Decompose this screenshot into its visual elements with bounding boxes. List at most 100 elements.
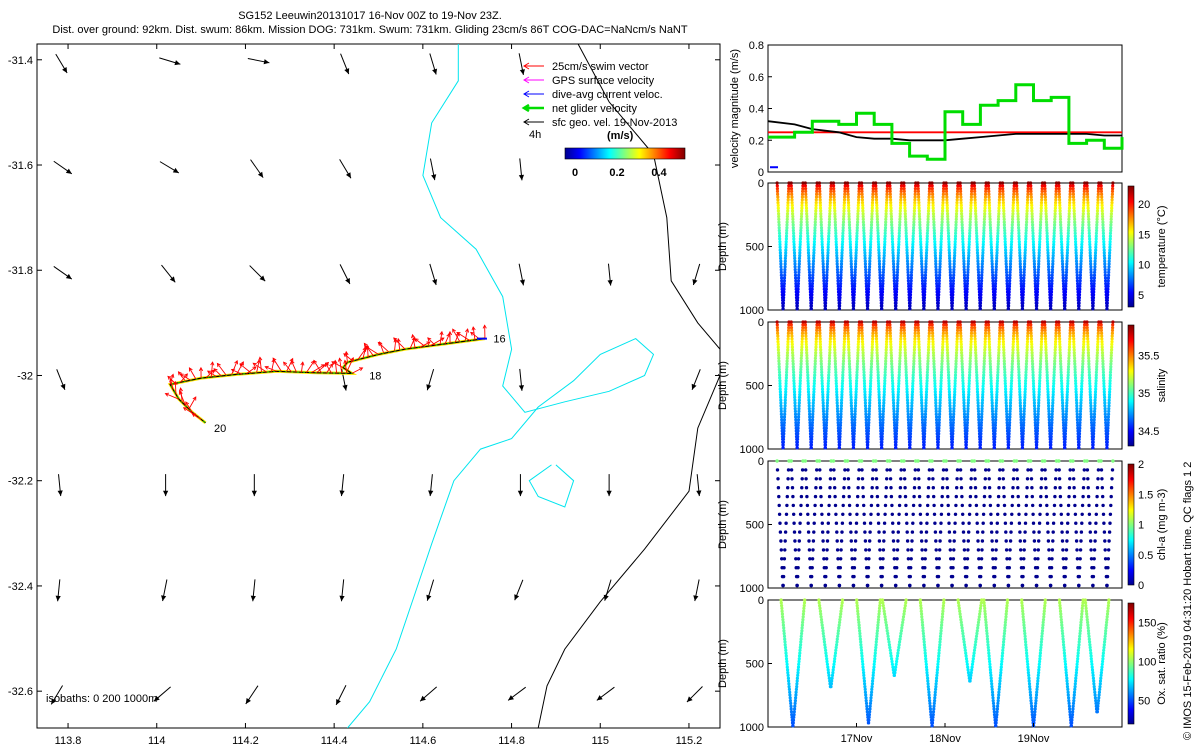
- profile-sample: [917, 337, 921, 341]
- profile-sample: [1063, 435, 1067, 439]
- profile-sample: [811, 418, 815, 422]
- profile-sample: [853, 409, 857, 413]
- profile-sample: [839, 404, 844, 408]
- profile-sample: [1095, 220, 1099, 224]
- profile-sample: [912, 362, 916, 366]
- profile-sample: [790, 486, 795, 490]
- profile-sample: [1036, 268, 1040, 272]
- profile-sample: [897, 226, 902, 230]
- profile-sample: [875, 348, 879, 352]
- profile-sample: [792, 251, 797, 255]
- profile-sample: [871, 181, 876, 185]
- profile-sample: [878, 415, 882, 419]
- profile-sample: [778, 521, 782, 525]
- profile-sample: [884, 209, 888, 213]
- profile-sample: [1051, 251, 1055, 255]
- profile-sample: [1022, 415, 1026, 419]
- profile-sample: [1022, 409, 1026, 413]
- profile-sample: [800, 351, 804, 355]
- profile-sample: [895, 566, 899, 570]
- profile-sample: [976, 256, 980, 260]
- profile-sample: [1050, 407, 1055, 411]
- profile-sample: [782, 566, 786, 570]
- profile-sample: [1103, 401, 1107, 405]
- profile-sample: [1061, 407, 1065, 411]
- geo-velocity-arrow: [339, 579, 345, 602]
- profile-sample: [1008, 270, 1012, 274]
- profile-sample: [839, 415, 843, 419]
- profile-sample: [809, 304, 814, 308]
- profile-sample: [898, 206, 903, 210]
- profile-sample: [978, 446, 982, 450]
- profile-sample: [965, 287, 969, 291]
- map-x-tick-label: 114.2: [232, 735, 259, 747]
- profile-sample: [1046, 395, 1050, 399]
- swim-vector-arrow: [464, 328, 470, 342]
- profile-sample: [945, 192, 949, 196]
- profile-sample: [796, 418, 801, 422]
- profile-sample: [908, 432, 913, 436]
- profile-sample: [855, 512, 859, 516]
- profile-sample: [842, 217, 846, 221]
- profile-sample: [796, 279, 801, 283]
- profile-sample: [1111, 326, 1115, 330]
- profile-sample: [968, 217, 972, 221]
- profile-sample: [1101, 362, 1105, 366]
- profile-sample: [902, 328, 906, 332]
- profile-sample: [871, 331, 875, 335]
- colorbar-tick-label: 1: [1138, 520, 1144, 532]
- profile-sample: [1079, 251, 1084, 255]
- profile-sample: [847, 209, 851, 213]
- profile-sample: [1016, 206, 1020, 210]
- profile-sample: [930, 184, 934, 188]
- profile-sample: [884, 353, 888, 358]
- profile-sample: [854, 242, 859, 247]
- profile-sample: [979, 287, 983, 291]
- profile-sample: [855, 228, 859, 233]
- profile-sample: [876, 231, 880, 235]
- profile-sample: [891, 259, 896, 263]
- profile-sample: [956, 320, 960, 324]
- profile-sample: [871, 323, 875, 327]
- profile-sample: [885, 320, 890, 324]
- profile-sample: [918, 356, 922, 360]
- profile-sample: [977, 415, 981, 419]
- profile-sample: [1073, 228, 1077, 233]
- profile-sample: [840, 390, 844, 394]
- geo-velocity-arrow: [426, 579, 435, 601]
- profile-sample: [933, 379, 937, 383]
- profile-sample: [1039, 359, 1043, 363]
- profile-sample: [1057, 331, 1061, 335]
- profile-sample: [811, 276, 815, 280]
- profile-sample: [861, 220, 866, 224]
- profile-sample: [1077, 296, 1081, 300]
- profile-sample: [807, 270, 812, 274]
- profile-sample: [811, 398, 816, 402]
- profile-sample: [824, 421, 829, 425]
- profile-sample: [798, 384, 802, 388]
- profile-sample: [880, 304, 884, 308]
- profile-sample: [885, 326, 889, 330]
- profile-sample: [939, 370, 944, 374]
- profile-sample: [1104, 282, 1108, 286]
- geo-velocity-arrow: [249, 265, 266, 282]
- profile-sample: [951, 284, 955, 288]
- profile-sample: [1052, 237, 1056, 241]
- profile-sample: [972, 320, 976, 324]
- profile-sample: [962, 404, 966, 408]
- profile-sample: [892, 409, 896, 413]
- profile-sample: [1021, 296, 1025, 300]
- profile-sample: [1110, 340, 1114, 344]
- profile-sample: [950, 304, 954, 308]
- profile-sample: [906, 268, 910, 272]
- profile-sample: [979, 421, 984, 425]
- profile-sample: [826, 379, 831, 383]
- profile-sample: [1016, 217, 1020, 221]
- profile-sample: [821, 254, 825, 258]
- profile-sample: [903, 486, 907, 490]
- profile-sample: [1109, 353, 1113, 358]
- profile-sample: [875, 353, 879, 358]
- profile-sample: [1010, 228, 1014, 233]
- profile-sample: [883, 228, 887, 233]
- profile-sample: [789, 459, 793, 463]
